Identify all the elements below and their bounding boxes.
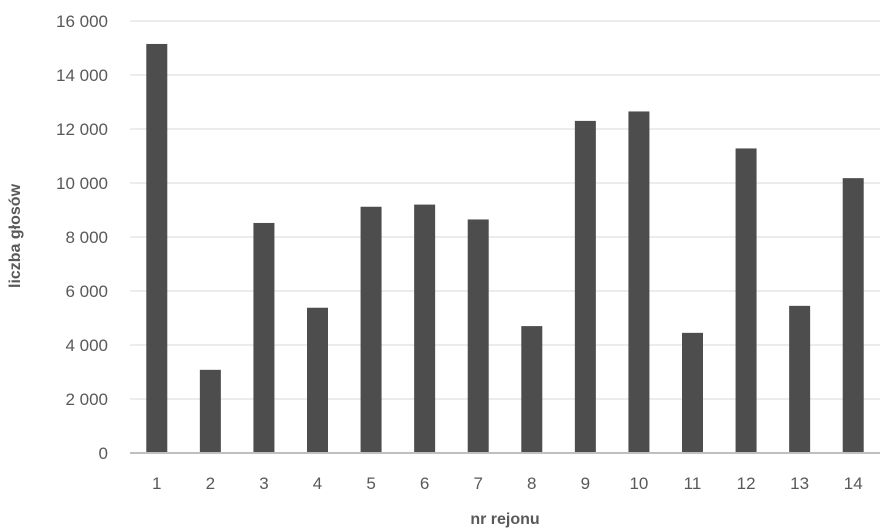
bar-7 — [467, 219, 489, 453]
x-tick-label: 2 — [206, 474, 215, 493]
y-tick-label: 2 000 — [65, 390, 108, 409]
bar-4 — [307, 307, 328, 453]
x-tick-label: 6 — [420, 474, 429, 493]
x-tick-label: 13 — [790, 474, 809, 493]
x-tick-label: 3 — [259, 474, 268, 493]
bar-8 — [521, 326, 543, 453]
x-tick-label: 10 — [629, 474, 648, 493]
x-tick-label: 12 — [737, 474, 756, 493]
bar-5 — [360, 206, 382, 453]
y-tick-label: 4 000 — [65, 336, 108, 355]
bar-2 — [199, 369, 221, 453]
y-tick-labels: 0 2 000 4 000 6 000 8 000 10 000 12 000 14 000 1… — [56, 12, 108, 463]
y-tick-label: 6 000 — [65, 282, 108, 301]
x-tick-label: 14 — [844, 474, 863, 493]
bar-12 — [735, 148, 757, 453]
x-tick-label: 9 — [581, 474, 590, 493]
y-axis-title: liczba głosów — [7, 183, 24, 288]
x-tick-labels: 1 2 3 4 5 6 7 8 9 10 11 12 13 14 — [152, 474, 863, 493]
bar-14 — [842, 178, 864, 453]
y-tick-label: 8 000 — [65, 228, 108, 247]
x-tick-label: 7 — [473, 474, 482, 493]
bar-10 — [628, 111, 650, 453]
y-tick-label: 14 000 — [56, 66, 108, 85]
y-tick-label: 16 000 — [56, 12, 108, 31]
bar-11 — [682, 332, 703, 453]
y-tick-label: 12 000 — [56, 120, 108, 139]
x-tick-label: 4 — [313, 474, 322, 493]
bar-13 — [789, 305, 811, 453]
x-axis-title: nr rejonu — [470, 511, 539, 528]
y-tick-label: 10 000 — [56, 174, 108, 193]
y-tick-label: 0 — [99, 444, 108, 463]
bar-1 — [146, 43, 168, 453]
x-tick-label: 11 — [684, 474, 702, 493]
bar-6 — [414, 204, 436, 453]
x-tick-label: 1 — [152, 474, 161, 493]
bar-9 — [574, 120, 596, 454]
x-tick-label: 5 — [366, 474, 375, 493]
bar-3 — [253, 222, 275, 453]
bars — [146, 43, 864, 454]
gridlines — [130, 20, 880, 400]
x-tick-label: 8 — [527, 474, 536, 493]
